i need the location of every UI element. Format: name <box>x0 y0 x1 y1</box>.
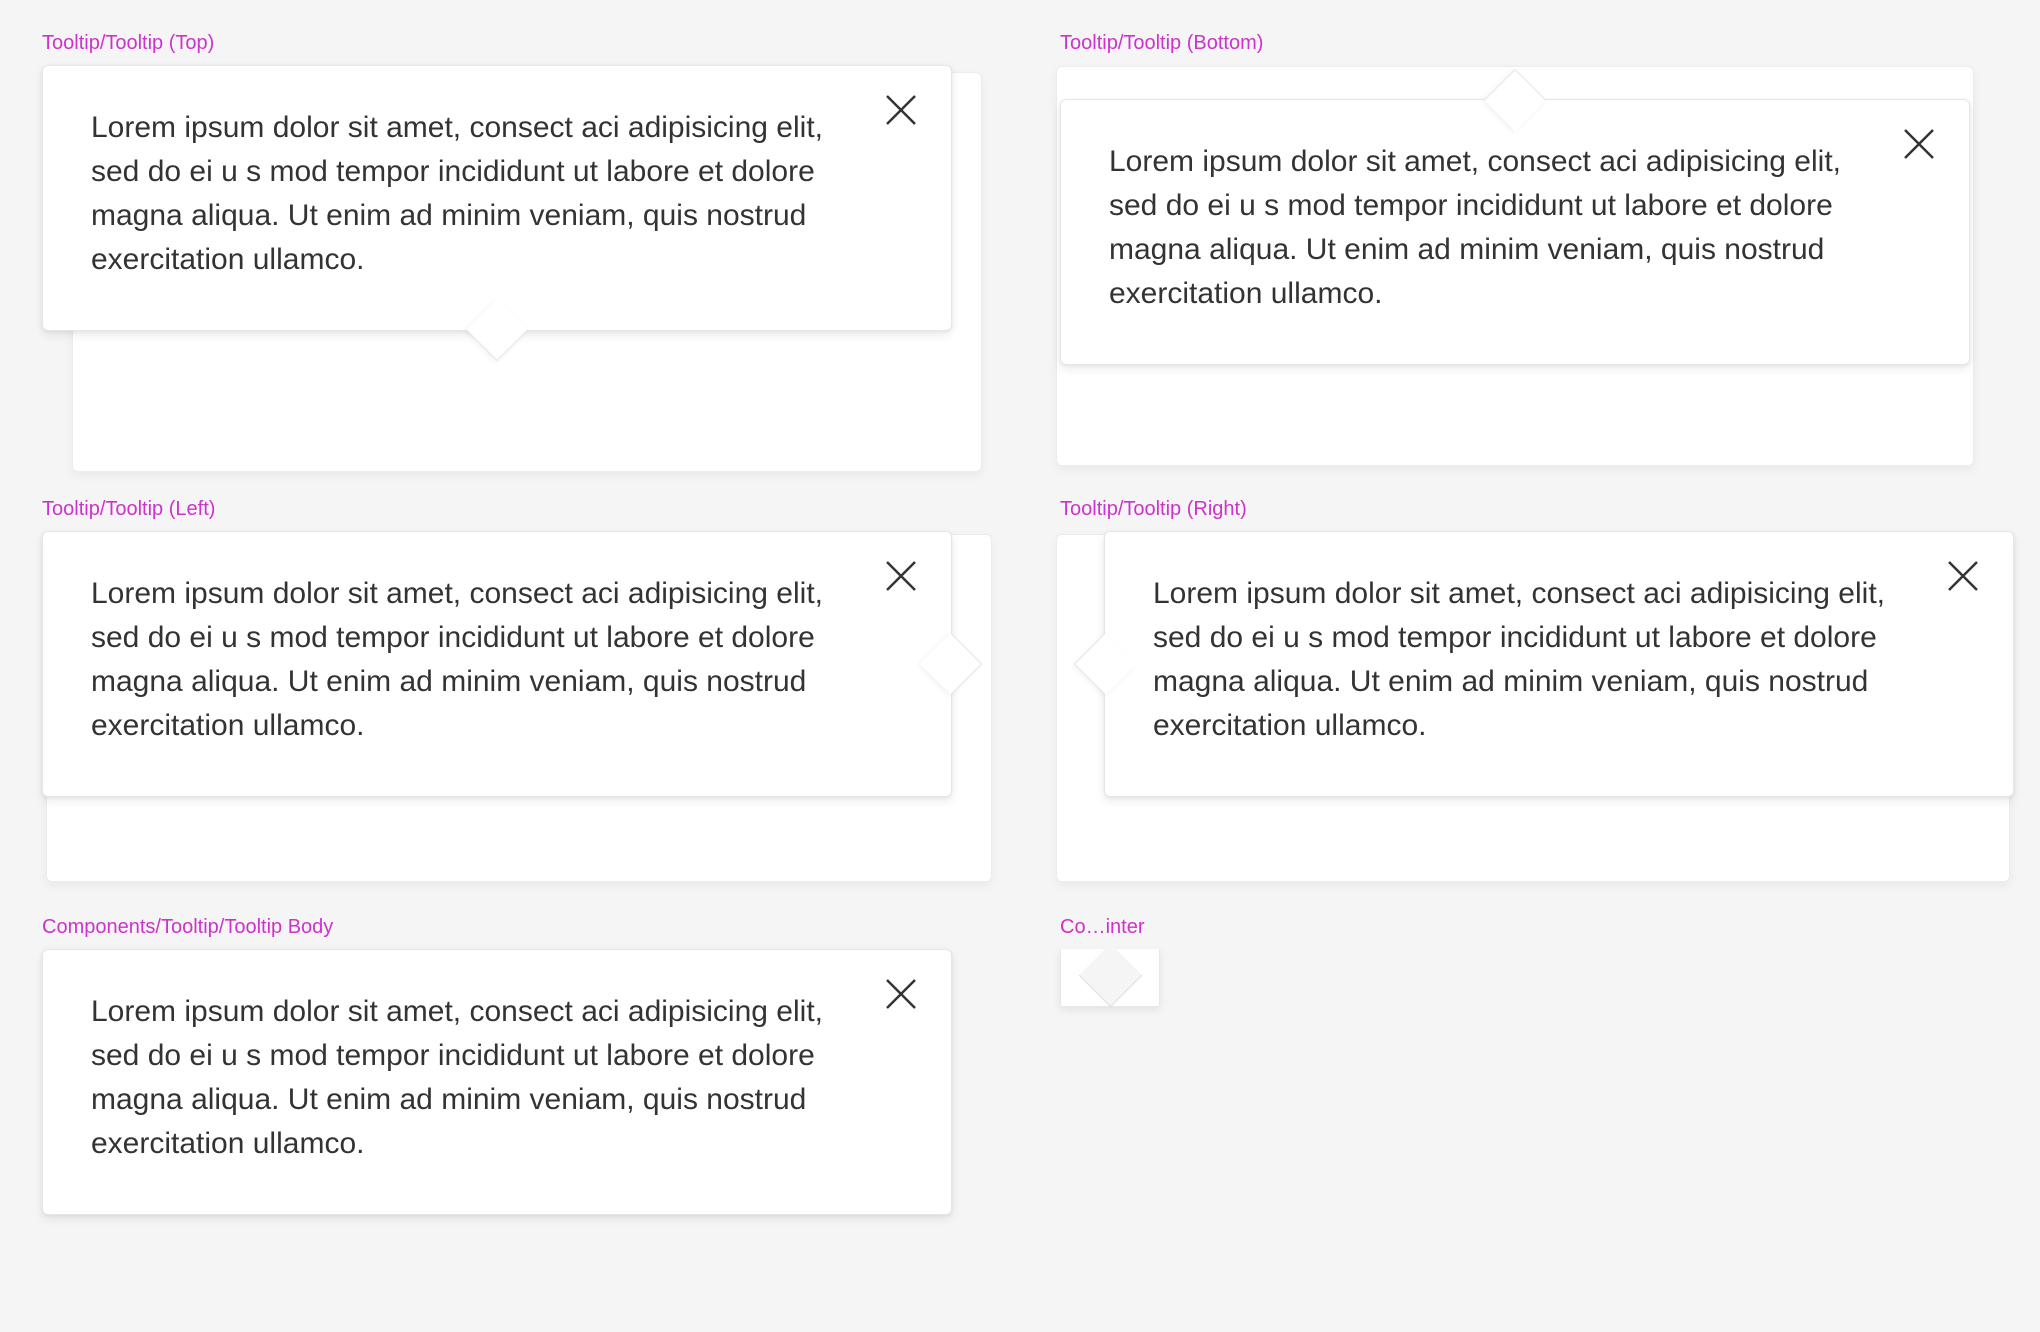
component-label: Tooltip/Tooltip (Right) <box>1060 498 2014 521</box>
close-icon <box>1945 558 1981 594</box>
tooltip-variant-body: Components/Tooltip/Tooltip Body Lorem ip… <box>42 916 952 1215</box>
close-button[interactable] <box>879 972 923 1016</box>
close-icon <box>883 976 919 1012</box>
tooltip-variant-bottom: Tooltip/Tooltip (Bottom) Lorem ipsum dol… <box>1060 32 1970 365</box>
tooltip-body-text: Lorem ipsum dolor sit amet, consect aci … <box>91 572 831 748</box>
close-button[interactable] <box>879 554 923 598</box>
component-label: Co…inter <box>1060 916 1160 939</box>
tooltip-body-text: Lorem ipsum dolor sit amet, consect aci … <box>1109 140 1849 316</box>
tooltip-card: Lorem ipsum dolor sit amet, consect aci … <box>42 65 952 331</box>
component-label: Tooltip/Tooltip (Top) <box>42 32 952 55</box>
tooltip-variant-right: Tooltip/Tooltip (Right) Lorem ipsum dolo… <box>1060 498 2014 797</box>
component-label: Tooltip/Tooltip (Left) <box>42 498 952 521</box>
tooltip-variant-top: Tooltip/Tooltip (Top) Lorem ipsum dolor … <box>42 32 952 331</box>
pointer-shape <box>1060 949 1160 1007</box>
close-icon <box>883 92 919 128</box>
tooltip-body-text: Lorem ipsum dolor sit amet, consect aci … <box>91 990 831 1166</box>
tooltip-variant-left: Tooltip/Tooltip (Left) Lorem ipsum dolor… <box>42 498 952 797</box>
tooltip-body-text: Lorem ipsum dolor sit amet, consect aci … <box>91 106 831 282</box>
tooltip-body-text: Lorem ipsum dolor sit amet, consect aci … <box>1153 572 1893 748</box>
tooltip-pointer-component: Co…inter <box>1060 916 1160 1007</box>
tooltip-card: Lorem ipsum dolor sit amet, consect aci … <box>42 531 952 797</box>
tooltip-card: Lorem ipsum dolor sit amet, consect aci … <box>42 949 952 1215</box>
close-button[interactable] <box>1941 554 1985 598</box>
component-label: Tooltip/Tooltip (Bottom) <box>1060 32 1970 55</box>
tooltip-card: Lorem ipsum dolor sit amet, consect aci … <box>1104 531 2014 797</box>
close-button[interactable] <box>879 88 923 132</box>
close-icon <box>883 558 919 594</box>
close-button[interactable] <box>1897 122 1941 166</box>
component-label: Components/Tooltip/Tooltip Body <box>42 916 952 939</box>
close-icon <box>1901 126 1937 162</box>
tooltip-card: Lorem ipsum dolor sit amet, consect aci … <box>1060 99 1970 365</box>
